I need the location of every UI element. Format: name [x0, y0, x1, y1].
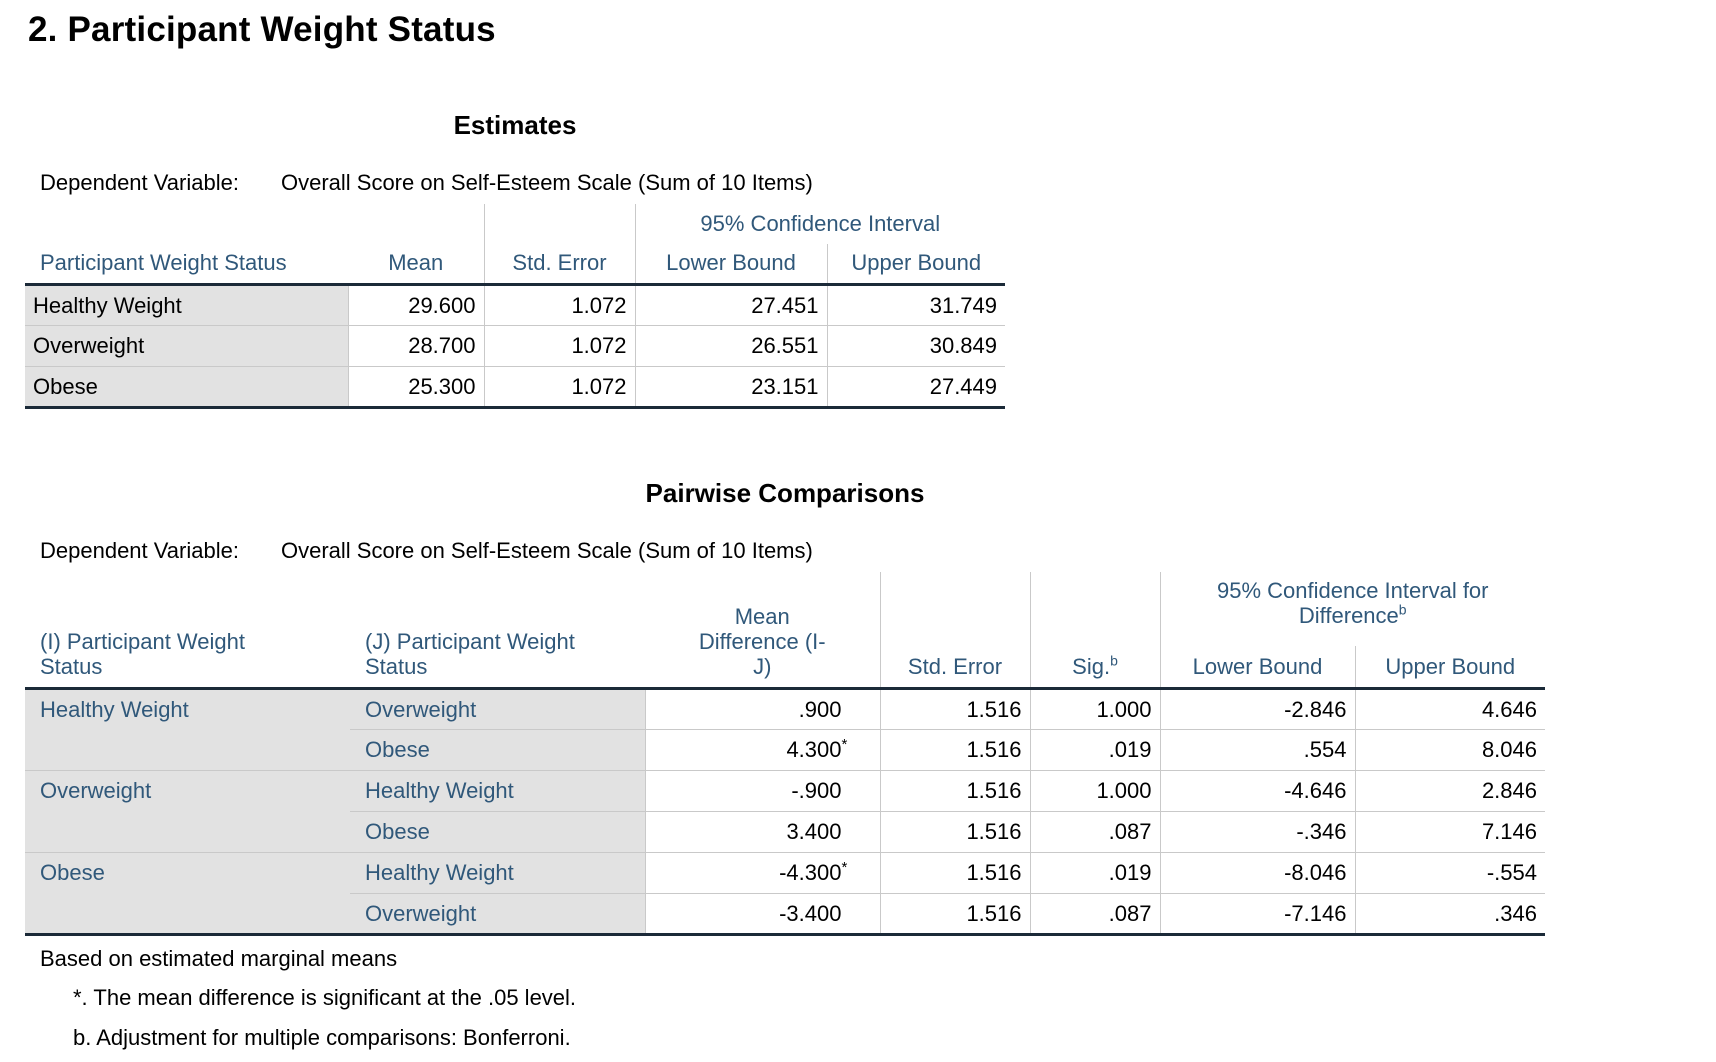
pairwise-lower-bound-value: -7.146	[1160, 893, 1356, 936]
dependent-variable-label: Dependent Variable:	[40, 170, 239, 195]
pairwise-header-ci-group: 95% Confidence Interval for Differenceb	[1160, 572, 1545, 646]
table-row: Healthy Weight 29.600 1.072 27.451 31.74…	[25, 284, 1005, 325]
ci-superscript: b	[1398, 601, 1407, 618]
estimates-mean-value: 28.700	[348, 324, 485, 366]
pairwise-mean-difference-value: .900	[645, 688, 881, 730]
estimates-header-factor: Participant Weight Status	[25, 204, 348, 286]
pairwise-upper-bound-value: .346	[1355, 893, 1545, 936]
ci-group-label: 95% Confidence Interval for Difference	[1217, 578, 1489, 628]
estimates-table[interactable]: Participant Weight Status Mean Std. Erro…	[25, 204, 1006, 409]
page-title: 2. Participant Weight Status	[28, 10, 496, 49]
pairwise-lower-bound-value: -4.646	[1160, 770, 1356, 812]
pairwise-std-error-value: 1.516	[880, 852, 1031, 894]
pairwise-std-error-value: 1.516	[880, 811, 1031, 853]
estimates-std-error-value: 1.072	[484, 284, 636, 325]
pairwise-upper-bound-value: 4.646	[1355, 688, 1545, 730]
estimates-header-upper-bound: Upper Bound	[826, 244, 1006, 286]
pairwise-i-label: Obese	[25, 852, 350, 936]
pairwise-section: Pairwise Comparisons Dependent Variable:…	[25, 476, 1545, 1062]
pairwise-dependent-variable: Dependent Variable: Overall Score on Self…	[25, 537, 1545, 565]
pairwise-upper-bound-value: -.554	[1355, 852, 1545, 894]
pairwise-j-label: Obese	[350, 729, 646, 771]
pairwise-upper-bound-value: 2.846	[1355, 770, 1545, 812]
pairwise-lower-bound-value: -.346	[1160, 811, 1356, 853]
pairwise-sig-value: 1.000	[1030, 770, 1161, 812]
pairwise-title: Pairwise Comparisons	[645, 478, 925, 508]
estimates-upper-bound-value: 31.749	[929, 292, 998, 318]
pairwise-mean-difference-value: 4.300*	[645, 729, 881, 771]
estimates-upper-bound-value: 27.449	[827, 365, 1006, 409]
dependent-variable-label: Dependent Variable:	[40, 538, 239, 563]
pairwise-header-std-error: Std. Error	[879, 572, 1030, 690]
estimates-lower-bound-value: 26.551	[635, 324, 828, 366]
pairwise-sig-value: .087	[1030, 893, 1161, 936]
pairwise-lower-bound-value: -8.046	[1160, 852, 1356, 894]
pairwise-sig-value: .019	[1030, 852, 1161, 894]
pairwise-header-upper-bound: Upper Bound	[1354, 646, 1545, 690]
pairwise-std-error-value: 1.516	[880, 729, 1031, 771]
pairwise-std-error-value: 1.516	[880, 688, 1031, 730]
pairwise-std-error-value: 1.516	[880, 770, 1031, 812]
estimates-mean-value: 25.300	[348, 365, 485, 409]
pairwise-j-label: Overweight	[350, 893, 646, 936]
estimates-lower-bound-value: 27.451	[635, 284, 828, 325]
estimates-row-label: Obese	[25, 365, 349, 409]
footnote-based-on: Based on estimated marginal means	[40, 945, 398, 971]
pairwise-sig-value: 1.000	[1030, 688, 1161, 730]
estimates-dependent-variable: Dependent Variable: Overall Score on Self…	[25, 169, 1005, 197]
estimates-header-std-error: Std. Error	[483, 204, 636, 286]
pairwise-header-lower-bound: Lower Bound	[1160, 646, 1355, 690]
pairwise-header-mean-difference: Mean Difference (I- J)	[645, 572, 880, 690]
sig-label: Sig.	[1072, 653, 1111, 679]
pairwise-mean-difference-value: -.900	[645, 770, 881, 812]
table-row: Healthy Weight Overweight .900 1.516 1.0…	[25, 688, 1545, 771]
estimates-upper-bound-value: 30.849	[827, 324, 1006, 366]
dependent-variable-value: Overall Score on Self-Esteem Scale (Sum …	[280, 538, 813, 563]
estimates-header-ci-group: 95% Confidence Interval	[700, 211, 941, 236]
estimates-title: Estimates	[453, 110, 577, 140]
pairwise-sig-value: .087	[1030, 811, 1161, 853]
pairwise-header-j-factor: (J) Participant Weight Status	[350, 572, 645, 690]
estimates-section: Estimates Dependent Variable: Overall Sco…	[25, 108, 1006, 409]
pairwise-mean-difference-value: -3.400	[645, 893, 881, 936]
pairwise-mean-difference-value: 3.400	[645, 811, 881, 853]
dependent-variable-value: Overall Score on Self-Esteem Scale (Sum …	[280, 170, 813, 195]
table-row: Obese 4.300* 1.516 .019 .554 8.046	[25, 729, 1545, 771]
estimates-row-label: Healthy Weight	[25, 284, 349, 325]
pairwise-j-label: Overweight	[350, 688, 646, 730]
estimates-header-mean: Mean	[348, 204, 484, 286]
table-row: Obese 3.400 1.516 .087 -.346 7.146	[25, 811, 1545, 853]
estimates-std-error-value: 1.072	[484, 365, 636, 409]
estimates-std-error-value: 1.072	[484, 324, 636, 366]
table-row: Obese 25.300 1.072 23.151 27.449	[25, 365, 1006, 409]
pairwise-j-label: Obese	[350, 811, 646, 853]
pairwise-table[interactable]: (I) Participant Weight Status (J) Partic…	[25, 572, 1545, 936]
pairwise-upper-bound-value: 8.046	[1355, 729, 1545, 771]
pairwise-header-i-factor: (I) Participant Weight Status	[25, 572, 350, 690]
pairwise-lower-bound-value: -2.846	[1160, 688, 1356, 730]
pairwise-j-label: Healthy Weight	[350, 770, 646, 812]
pairwise-sig-value: .019	[1030, 729, 1161, 771]
pairwise-std-error-value: 1.516	[880, 893, 1031, 936]
estimates-lower-bound-value: 23.151	[635, 365, 828, 409]
table-row: Overweight 28.700 1.072 26.551 30.849	[25, 324, 1006, 366]
pairwise-mean-difference-value: -4.300*	[645, 852, 881, 894]
table-row: Obese Healthy Weight -4.300* 1.516 .019 …	[25, 852, 1545, 936]
estimates-row-label: Overweight	[25, 324, 349, 366]
estimates-header-lower-bound: Lower Bound	[635, 244, 827, 286]
pairwise-j-label: Healthy Weight	[350, 852, 646, 894]
estimates-mean-value: 29.600	[348, 284, 485, 325]
pairwise-upper-bound-value: 7.146	[1355, 811, 1545, 853]
footnote-significance: *. The mean difference is significant at…	[73, 984, 577, 1010]
pairwise-i-label: Healthy Weight	[25, 688, 350, 771]
sig-superscript: b	[1110, 652, 1118, 669]
table-row: Overweight -3.400 1.516 .087 -7.146 .346	[25, 893, 1545, 936]
table-row: Overweight Healthy Weight -.900 1.516 1.…	[25, 770, 1545, 853]
table-footnotes: Based on estimated marginal means *. The…	[25, 946, 1545, 1051]
footnote-bonferroni: b. Adjustment for multiple comparisons: …	[73, 1024, 571, 1050]
pairwise-lower-bound-value: .554	[1160, 729, 1356, 771]
pairwise-i-label: Overweight	[25, 770, 350, 853]
pairwise-header-sig: Sig.b	[1029, 572, 1161, 690]
